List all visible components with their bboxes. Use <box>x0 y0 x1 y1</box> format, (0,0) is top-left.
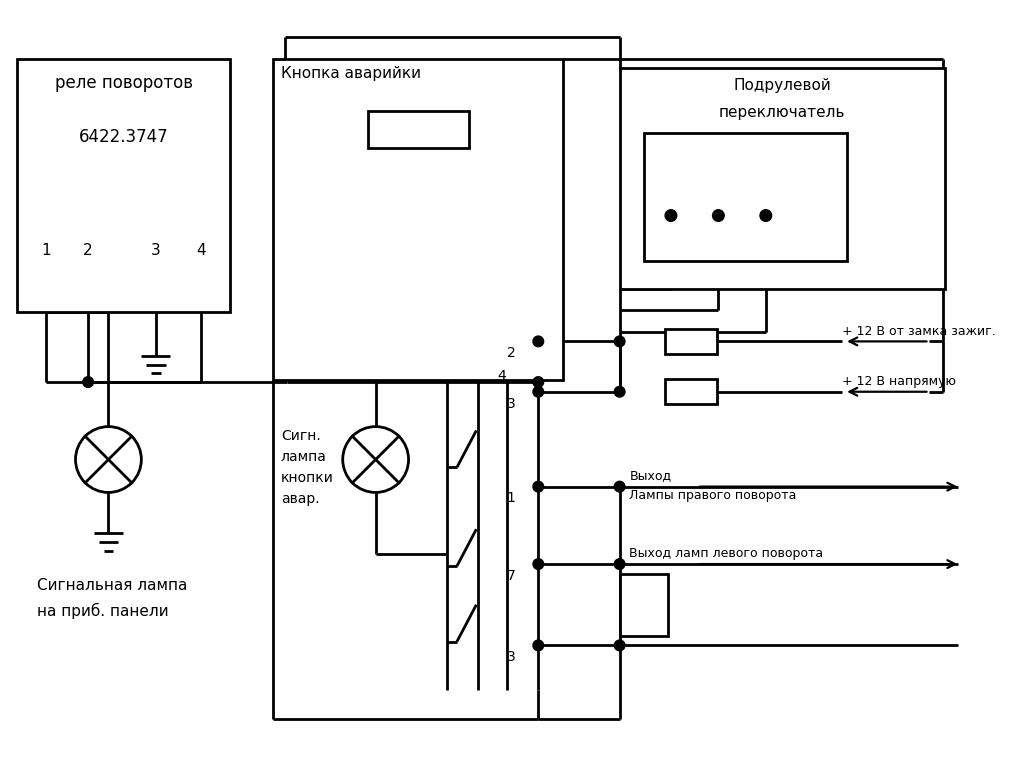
Circle shape <box>760 210 772 221</box>
Text: Выход: Выход <box>630 469 672 482</box>
Text: 3: 3 <box>151 243 161 258</box>
Text: + 12 В напрямую: + 12 В напрямую <box>843 375 956 388</box>
Circle shape <box>614 336 625 346</box>
Text: + 12 В от замка зажиг.: + 12 В от замка зажиг. <box>843 325 996 337</box>
Circle shape <box>666 210 677 221</box>
Circle shape <box>713 210 724 221</box>
Bar <box>273 58 563 380</box>
Text: 2: 2 <box>507 346 515 360</box>
Text: Кнопка аварийки: Кнопка аварийки <box>281 67 421 81</box>
Text: авар.: авар. <box>281 492 319 506</box>
Text: 1: 1 <box>507 492 516 505</box>
Text: Сигн.: Сигн. <box>281 429 321 442</box>
Text: реле поворотов: реле поворотов <box>55 74 193 92</box>
Circle shape <box>532 482 544 492</box>
Text: Подрулевой: Подрулевой <box>733 78 831 93</box>
Bar <box>17 58 230 313</box>
Text: 3: 3 <box>507 650 515 664</box>
Circle shape <box>614 386 625 397</box>
Bar <box>666 329 718 354</box>
Bar <box>666 379 718 404</box>
Text: 4: 4 <box>497 369 506 382</box>
Circle shape <box>76 426 141 492</box>
Text: Сигнальная лампа: Сигнальная лампа <box>37 578 187 593</box>
Text: 1: 1 <box>42 243 51 258</box>
Bar <box>368 111 469 147</box>
Circle shape <box>532 640 544 650</box>
Text: 3: 3 <box>507 396 515 411</box>
Text: на приб. панели: на приб. панели <box>37 603 168 619</box>
Text: 4: 4 <box>197 243 206 258</box>
Circle shape <box>532 336 544 346</box>
Circle shape <box>614 640 625 650</box>
Text: лампа: лампа <box>281 450 327 464</box>
Circle shape <box>83 377 93 387</box>
Circle shape <box>614 559 625 569</box>
Text: 2: 2 <box>83 243 93 258</box>
Text: кнопки: кнопки <box>281 471 334 485</box>
Text: Выход ламп левого поворота: Выход ламп левого поворота <box>630 548 823 560</box>
Circle shape <box>532 559 544 569</box>
Circle shape <box>614 482 625 492</box>
Text: Лампы правого поворота: Лампы правого поворота <box>630 488 797 502</box>
Bar <box>620 574 668 636</box>
Text: переключатель: переключатель <box>719 105 846 120</box>
Circle shape <box>343 426 409 492</box>
Text: 6422.3747: 6422.3747 <box>79 128 169 147</box>
Circle shape <box>532 386 544 397</box>
Bar <box>644 134 847 261</box>
Circle shape <box>532 377 544 387</box>
Bar <box>620 68 945 289</box>
Text: 7: 7 <box>507 569 515 583</box>
